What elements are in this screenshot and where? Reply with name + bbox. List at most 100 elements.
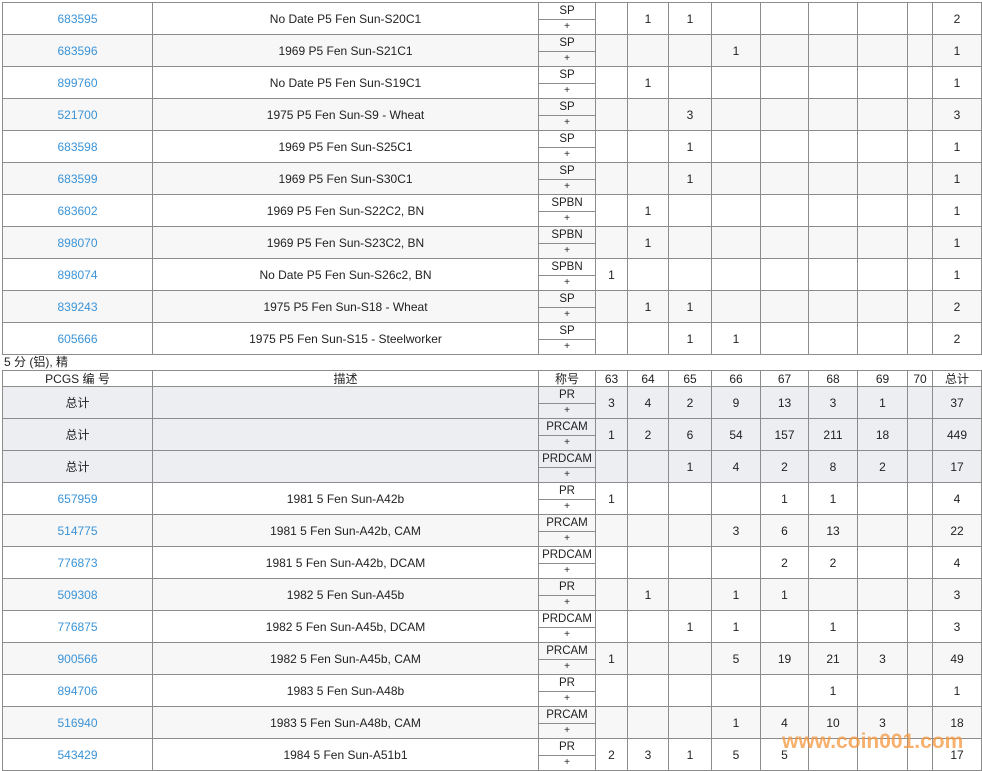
plus-sign: + bbox=[564, 180, 570, 192]
pcgs-id[interactable]: 514775 bbox=[2, 514, 153, 547]
plus-sign: + bbox=[564, 596, 570, 608]
column-header: 70 bbox=[907, 370, 933, 387]
pcgs-id[interactable]: 657959 bbox=[2, 482, 153, 515]
grade-count bbox=[595, 290, 628, 323]
grade-count: 1 bbox=[711, 706, 761, 739]
pcgs-id[interactable]: 516940 bbox=[2, 706, 153, 739]
grade: SP bbox=[539, 67, 595, 84]
total: 1 bbox=[932, 674, 982, 707]
grade-count: 6 bbox=[760, 514, 809, 547]
pcgs-id[interactable]: 776875 bbox=[2, 610, 153, 643]
grade-count bbox=[760, 34, 809, 67]
pcgs-id[interactable]: 898074 bbox=[2, 258, 153, 291]
pcgs-id[interactable]: 683598 bbox=[2, 130, 153, 163]
pcgs-id[interactable]: 898070 bbox=[2, 226, 153, 259]
pcgs-id[interactable]: 543429 bbox=[2, 738, 153, 771]
grade-count: 1 bbox=[627, 2, 669, 35]
grade-count: 1 bbox=[711, 578, 761, 611]
pcgs-id[interactable]: 683599 bbox=[2, 162, 153, 195]
total: 1 bbox=[932, 194, 982, 227]
grade-count: 19 bbox=[760, 642, 809, 675]
grade-count bbox=[907, 258, 933, 291]
description: 1969 P5 Fen Sun-S23C2, BN bbox=[152, 226, 539, 259]
grade-count bbox=[595, 34, 628, 67]
grade-count bbox=[595, 706, 628, 739]
grade-count: 1 bbox=[668, 322, 712, 355]
description: 1975 P5 Fen Sun-S18 - Wheat bbox=[152, 290, 539, 323]
column-header: 65 bbox=[668, 370, 712, 387]
grade-count bbox=[857, 258, 908, 291]
description: 1969 P5 Fen Sun-S30C1 bbox=[152, 162, 539, 195]
description: No Date P5 Fen Sun-S20C1 bbox=[152, 2, 539, 35]
grade: SPBN bbox=[539, 195, 595, 212]
grade-count bbox=[595, 322, 628, 355]
grade-count: 1 bbox=[857, 386, 908, 419]
grade-count bbox=[595, 226, 628, 259]
description: 1969 P5 Fen Sun-S21C1 bbox=[152, 34, 539, 67]
grade-count bbox=[760, 130, 809, 163]
grade-count bbox=[808, 290, 858, 323]
grade-count bbox=[907, 674, 933, 707]
grade-count: 9 bbox=[711, 386, 761, 419]
plus-sign: + bbox=[564, 500, 570, 512]
grade-count bbox=[668, 226, 712, 259]
watermark: www.coin001.com bbox=[782, 730, 964, 753]
pcgs-id[interactable]: 683596 bbox=[2, 34, 153, 67]
plus-sign: + bbox=[564, 532, 570, 544]
grade-count bbox=[907, 34, 933, 67]
grade-count: 4 bbox=[627, 386, 669, 419]
description: 1969 P5 Fen Sun-S22C2, BN bbox=[152, 194, 539, 227]
grade-count bbox=[627, 514, 669, 547]
total: 1 bbox=[932, 130, 982, 163]
grade-count bbox=[907, 450, 933, 483]
plus-sign: + bbox=[564, 404, 570, 416]
grade-cell: PRCAM + bbox=[538, 706, 596, 739]
grade-count bbox=[627, 98, 669, 131]
grade-count bbox=[907, 66, 933, 99]
grade: PR bbox=[539, 483, 595, 500]
grade-count bbox=[595, 546, 628, 579]
description: 1975 P5 Fen Sun-S15 - Steelworker bbox=[152, 322, 539, 355]
grade-count: 1 bbox=[668, 290, 712, 323]
total: 2 bbox=[932, 2, 982, 35]
grade-cell: PRCAM + bbox=[538, 642, 596, 675]
grade: SP bbox=[539, 131, 595, 148]
grade-count: 2 bbox=[627, 418, 669, 451]
plus-sign: + bbox=[564, 756, 570, 768]
grade-count: 5 bbox=[760, 738, 809, 771]
grade-count bbox=[668, 546, 712, 579]
pcgs-id[interactable]: 776873 bbox=[2, 546, 153, 579]
pcgs-id[interactable]: 900566 bbox=[2, 642, 153, 675]
total: 1 bbox=[932, 258, 982, 291]
grade-count bbox=[627, 482, 669, 515]
grade-count: 2 bbox=[760, 450, 809, 483]
grade-count: 2 bbox=[668, 386, 712, 419]
grade-cell: SPBN + bbox=[538, 258, 596, 291]
grade-count: 3 bbox=[627, 738, 669, 771]
grade-count: 18 bbox=[857, 418, 908, 451]
pcgs-id[interactable]: 839243 bbox=[2, 290, 153, 323]
pcgs-id[interactable]: 894706 bbox=[2, 674, 153, 707]
grade-count bbox=[857, 674, 908, 707]
grade-count: 3 bbox=[711, 514, 761, 547]
grade-cell: PR + bbox=[538, 674, 596, 707]
pcgs-id[interactable]: 509308 bbox=[2, 578, 153, 611]
grade-cell: SP + bbox=[538, 130, 596, 163]
plus-sign: + bbox=[564, 212, 570, 224]
grade-count: 3 bbox=[857, 706, 908, 739]
description: 1982 5 Fen Sun-A45b bbox=[152, 578, 539, 611]
pcgs-id[interactable]: 899760 bbox=[2, 66, 153, 99]
grade-count: 54 bbox=[711, 418, 761, 451]
grade-cell: PRDCAM + bbox=[538, 450, 596, 483]
grade-count: 2 bbox=[857, 450, 908, 483]
total: 3 bbox=[932, 578, 982, 611]
grade-cell: PR + bbox=[538, 386, 596, 419]
pcgs-id[interactable]: 521700 bbox=[2, 98, 153, 131]
grade-count bbox=[808, 2, 858, 35]
pcgs-id[interactable]: 605666 bbox=[2, 322, 153, 355]
grade-count bbox=[627, 162, 669, 195]
grade-count bbox=[808, 322, 858, 355]
pcgs-id[interactable]: 683595 bbox=[2, 2, 153, 35]
pcgs-id[interactable]: 683602 bbox=[2, 194, 153, 227]
grade-count bbox=[857, 2, 908, 35]
